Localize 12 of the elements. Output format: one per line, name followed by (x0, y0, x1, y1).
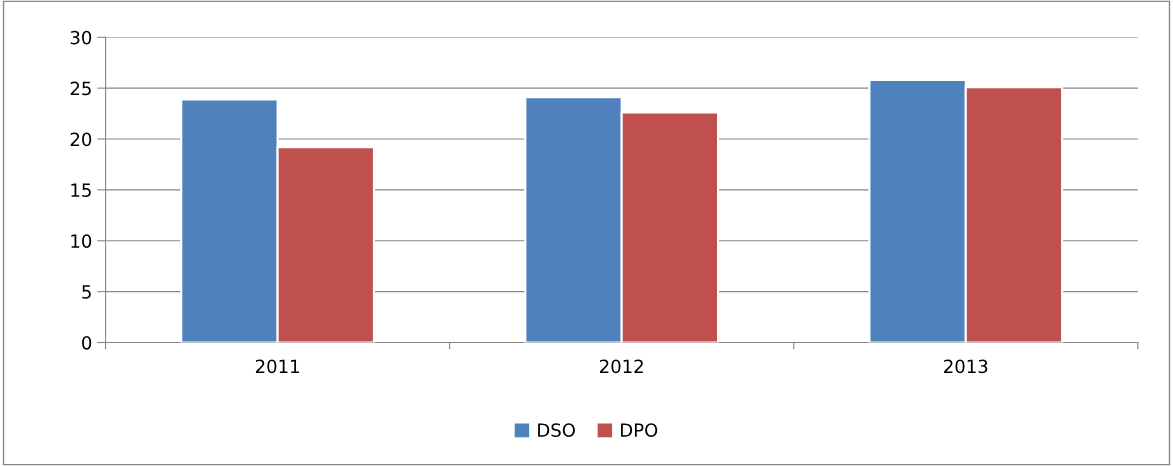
x-tick-label: 2013 (944, 359, 988, 374)
y-tick-label: 15 (71, 183, 91, 198)
legend-label: DPO (621, 423, 658, 437)
y-tick-label: 5 (82, 285, 91, 299)
y-tick-label: 10 (71, 234, 92, 248)
legend-label: DSO (538, 423, 575, 437)
x-tick-label: 2011 (255, 359, 299, 374)
y-tick-label: 20 (70, 132, 92, 147)
y-tick-label: 0 (82, 335, 92, 350)
x-tick-label: 2012 (600, 359, 643, 374)
y-tick-label: 30 (70, 30, 92, 45)
y-tick-label: 25 (70, 81, 91, 96)
